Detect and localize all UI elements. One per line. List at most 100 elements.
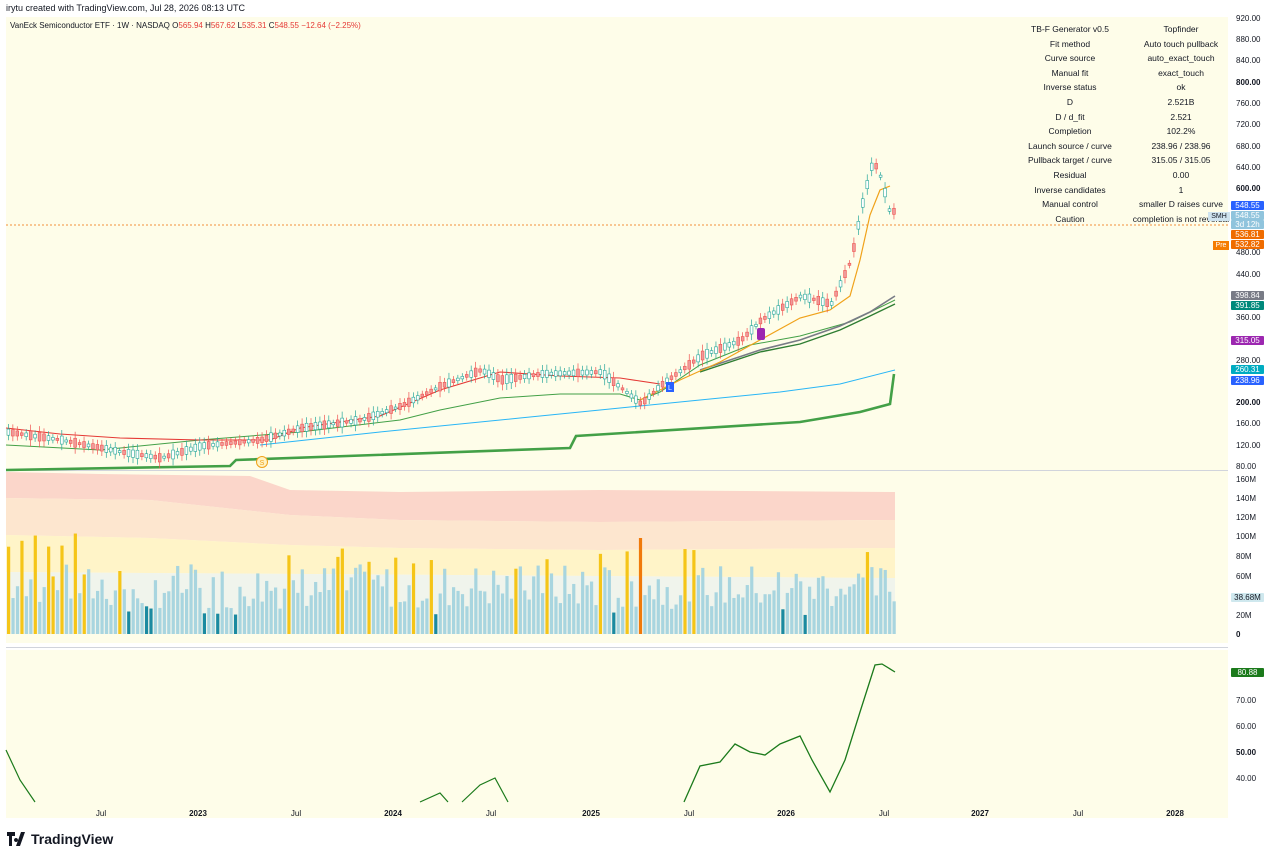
candle-body bbox=[865, 180, 869, 190]
time-tick: Jul bbox=[878, 809, 890, 818]
candle-body bbox=[625, 391, 629, 394]
price-tick: 920.00 bbox=[1236, 14, 1261, 23]
volume-bar bbox=[465, 606, 469, 634]
candle-body bbox=[282, 429, 286, 437]
volume-bar bbox=[238, 586, 242, 634]
table-key: Fit method bbox=[1049, 38, 1091, 49]
volume-bar bbox=[229, 608, 233, 634]
volume-bar bbox=[242, 596, 247, 634]
candle-body bbox=[456, 377, 460, 382]
candle-body bbox=[776, 305, 780, 315]
volume-bar bbox=[198, 587, 202, 634]
candle-body bbox=[73, 437, 77, 448]
price-tick: 440.00 bbox=[1236, 270, 1261, 279]
candle-body bbox=[887, 208, 892, 212]
volume-bar bbox=[100, 579, 104, 634]
volume-bar bbox=[652, 599, 656, 634]
volume-bar bbox=[701, 567, 705, 634]
candle-body bbox=[531, 373, 536, 378]
volume-bar bbox=[839, 588, 843, 634]
candle-body bbox=[696, 354, 700, 363]
indicator-table: TB-F Generator v0.5 Topfinder Fit method Au… bbox=[1018, 22, 1236, 226]
candle-body bbox=[322, 420, 327, 430]
candle-body bbox=[718, 344, 723, 353]
premarket-tag: Pre bbox=[1213, 241, 1229, 250]
tradingview-logo[interactable]: TradingView bbox=[7, 831, 113, 847]
candle-body bbox=[291, 428, 295, 433]
volume-bar bbox=[274, 587, 278, 634]
volume-bar bbox=[670, 608, 674, 634]
candle-body bbox=[500, 375, 505, 385]
candle-body bbox=[518, 374, 522, 380]
price-badge: 536.81 bbox=[1231, 230, 1264, 239]
candle-body bbox=[224, 441, 229, 446]
price-tick: 360.00 bbox=[1236, 313, 1261, 322]
candle-body bbox=[175, 451, 180, 456]
candle-body bbox=[6, 428, 11, 436]
svg-text:S: S bbox=[260, 460, 265, 467]
volume-bar bbox=[514, 568, 518, 634]
candle-body bbox=[113, 447, 117, 455]
candle-body bbox=[656, 385, 660, 392]
volume-bar bbox=[318, 592, 322, 634]
volume-bar bbox=[314, 581, 318, 634]
candle-body bbox=[861, 198, 865, 208]
volume-bar bbox=[505, 576, 509, 634]
candle-body bbox=[740, 336, 745, 342]
candle-body bbox=[465, 374, 469, 378]
low-label: L bbox=[237, 21, 243, 30]
table-value: smaller D raises curve bbox=[1138, 199, 1224, 210]
candle-body bbox=[709, 350, 714, 354]
volume-bar bbox=[523, 590, 527, 634]
high-label: H bbox=[205, 21, 211, 30]
volume-bar bbox=[549, 573, 554, 634]
candle-body bbox=[264, 435, 269, 442]
candle-body bbox=[669, 375, 674, 380]
volume-bar bbox=[51, 576, 55, 634]
oscillator-tick: 40.00 bbox=[1236, 774, 1257, 783]
chart-canvas[interactable]: S L bbox=[0, 17, 1280, 822]
table-row: D / d_fit 2.521 bbox=[1018, 110, 1236, 125]
volume-bar bbox=[469, 588, 473, 634]
volume-bar bbox=[42, 587, 46, 634]
volume-bar bbox=[821, 576, 825, 634]
candle-body bbox=[269, 432, 273, 442]
candle-body bbox=[687, 360, 691, 370]
time-tick: 2026 bbox=[777, 809, 795, 818]
volume-tick: 60M bbox=[1236, 572, 1252, 581]
candle-body bbox=[340, 417, 344, 428]
candle-body bbox=[389, 405, 393, 414]
candle-body bbox=[536, 372, 540, 377]
price-badge: 315.05 bbox=[1231, 336, 1264, 345]
price-badge: 398.84 bbox=[1231, 291, 1264, 300]
table-row: Caution completion is not reversal bbox=[1018, 212, 1236, 227]
volume-bar bbox=[104, 598, 109, 634]
candle-body bbox=[634, 395, 638, 404]
candle-body bbox=[651, 390, 656, 394]
volume-tick: 120M bbox=[1236, 513, 1257, 522]
table-value: 1 bbox=[1178, 184, 1184, 195]
candle-body bbox=[598, 369, 602, 375]
candle-body bbox=[714, 346, 718, 354]
candle-body bbox=[496, 374, 500, 383]
volume-bar bbox=[429, 560, 433, 634]
candle-body bbox=[171, 449, 175, 460]
volume-bar bbox=[407, 585, 411, 634]
chart-area[interactable]: S L bbox=[0, 17, 1280, 822]
pullback-curve-line bbox=[639, 185, 891, 401]
candle-body bbox=[122, 449, 126, 455]
candle-body bbox=[51, 437, 55, 441]
candle-body bbox=[767, 311, 772, 319]
volume-bar bbox=[385, 569, 389, 634]
tradingview-logo-icon bbox=[7, 832, 25, 846]
volume-bar bbox=[171, 575, 175, 634]
candle-body bbox=[780, 303, 785, 311]
volume-bar bbox=[87, 569, 91, 634]
time-tick: Jul bbox=[485, 809, 497, 818]
price-tick: 720.00 bbox=[1236, 120, 1261, 129]
volume-bar bbox=[189, 564, 193, 634]
candle-body bbox=[402, 402, 407, 407]
oscillator-segment bbox=[5, 749, 36, 803]
volume-bar bbox=[598, 553, 603, 634]
candle-body bbox=[86, 443, 91, 448]
